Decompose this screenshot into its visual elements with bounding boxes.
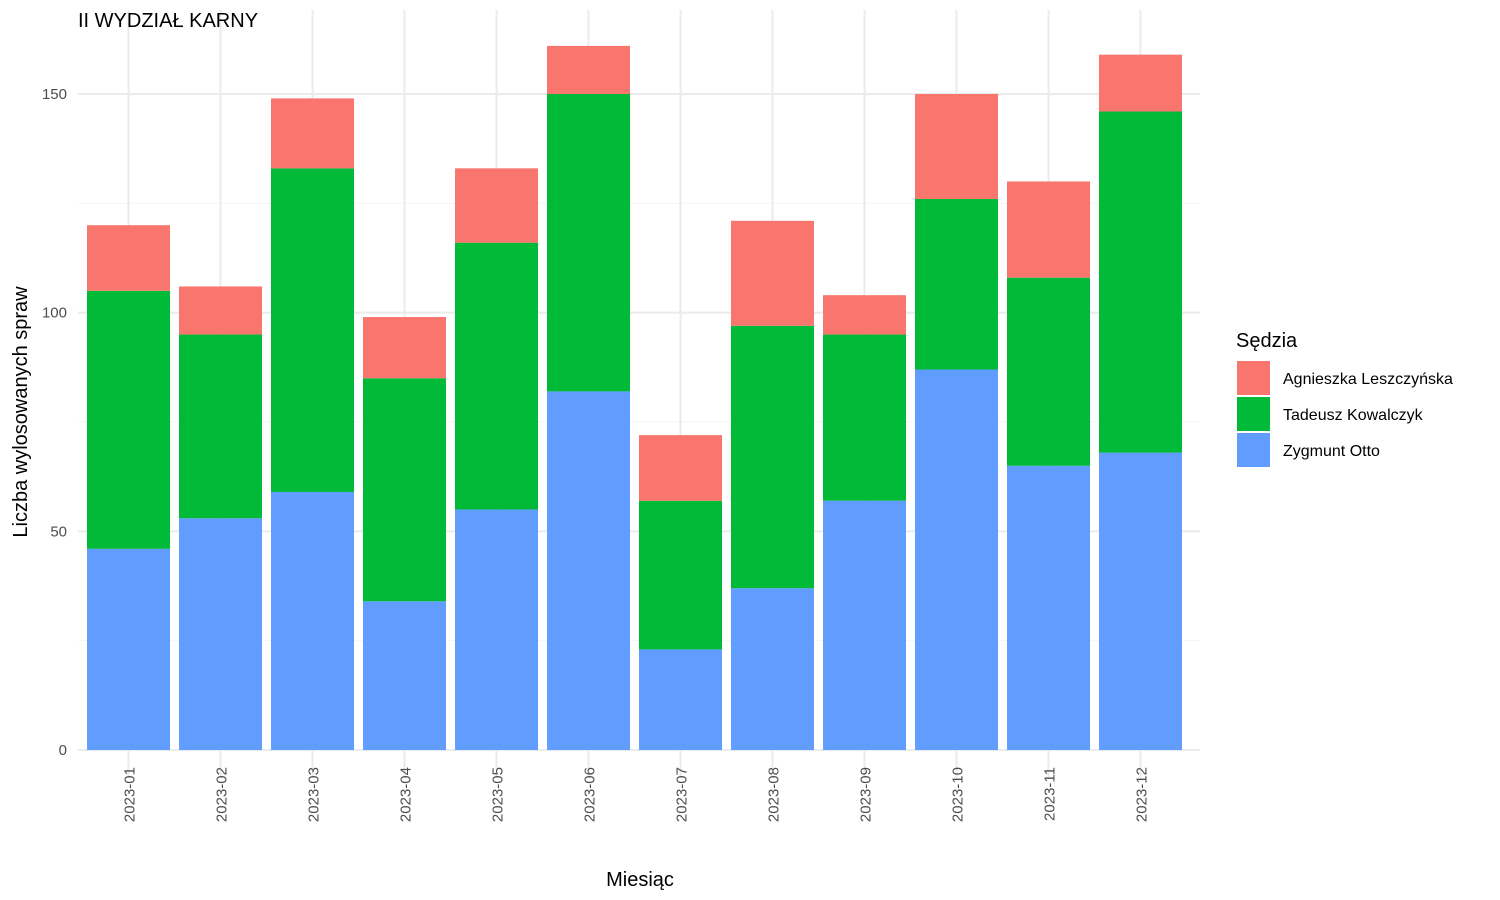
bar-segment-2023-02-agnieszka-leszczyńska xyxy=(179,286,262,335)
bar-segment-2023-01-tadeusz-kowalczyk xyxy=(87,290,170,549)
chart-title: II WYDZIAŁ KARNY xyxy=(78,10,258,32)
x-tick-label: 2023-11 xyxy=(1042,767,1059,821)
bar-segment-2023-10-zygmunt-otto xyxy=(915,369,998,750)
y-tick-label: 0 xyxy=(59,742,67,759)
bar-segment-2023-06-zygmunt-otto xyxy=(547,391,630,750)
bar-segment-2023-08-agnieszka-leszczyńska xyxy=(731,220,814,326)
legend-label: Agnieszka Leszczyńska xyxy=(1283,371,1453,388)
bar-segment-2023-05-zygmunt-otto xyxy=(455,509,538,750)
bar-segment-2023-03-tadeusz-kowalczyk xyxy=(271,168,354,492)
bar-segment-2023-12-agnieszka-leszczyńska xyxy=(1099,54,1182,112)
x-tick-label: 2023-10 xyxy=(950,767,967,822)
bar-segment-2023-01-zygmunt-otto xyxy=(87,548,170,750)
bar-segment-2023-12-zygmunt-otto xyxy=(1099,452,1182,750)
y-axis-ticks: 0 50 100 150 xyxy=(42,86,67,759)
bar-segment-2023-04-agnieszka-leszczyńska xyxy=(363,317,446,379)
bar-segment-2023-02-zygmunt-otto xyxy=(179,518,262,750)
x-tick-label: 2023-12 xyxy=(1134,767,1151,822)
bar-segment-2023-01-agnieszka-leszczyńska xyxy=(87,225,170,291)
legend-key xyxy=(1237,361,1270,395)
x-tick-label: 2023-04 xyxy=(398,767,415,822)
x-axis-ticks: 2023-01 2023-02 2023-03 2023-04 2023-05 2023-… xyxy=(122,767,1151,822)
x-tick-label: 2023-05 xyxy=(490,767,507,822)
bars xyxy=(87,45,1182,750)
bar-segment-2023-03-agnieszka-leszczyńska xyxy=(271,98,354,169)
bar-segment-2023-11-tadeusz-kowalczyk xyxy=(1007,277,1090,466)
bar-segment-2023-08-tadeusz-kowalczyk xyxy=(731,325,814,589)
bar-segment-2023-04-zygmunt-otto xyxy=(363,601,446,750)
bar-segment-2023-05-tadeusz-kowalczyk xyxy=(455,242,538,510)
bar-segment-2023-10-tadeusz-kowalczyk xyxy=(915,198,998,370)
legend: Sędzia Agnieszka Leszczyńska Tadeusz Kowa… xyxy=(1236,330,1453,467)
y-axis-title: Liczba wylosowanych spraw xyxy=(10,286,32,538)
x-tick-label: 2023-03 xyxy=(306,767,323,822)
bar-segment-2023-07-tadeusz-kowalczyk xyxy=(639,500,722,650)
bar-segment-2023-09-zygmunt-otto xyxy=(823,500,906,750)
bar-segment-2023-07-zygmunt-otto xyxy=(639,649,722,750)
x-tick-label: 2023-01 xyxy=(122,767,139,822)
bar-segment-2023-09-tadeusz-kowalczyk xyxy=(823,334,906,501)
bar-segment-2023-08-zygmunt-otto xyxy=(731,588,814,750)
legend-key xyxy=(1237,397,1270,431)
x-tick-label: 2023-02 xyxy=(214,767,231,822)
bar-segment-2023-10-agnieszka-leszczyńska xyxy=(915,94,998,199)
bar-segment-2023-09-agnieszka-leszczyńska xyxy=(823,295,906,335)
bar-segment-2023-07-agnieszka-leszczyńska xyxy=(639,435,722,501)
y-tick-label: 150 xyxy=(42,86,67,103)
bar-segment-2023-11-agnieszka-leszczyńska xyxy=(1007,181,1090,278)
bar-segment-2023-06-agnieszka-leszczyńska xyxy=(547,45,630,95)
bar-segment-2023-05-agnieszka-leszczyńska xyxy=(455,168,538,243)
y-tick-label: 100 xyxy=(42,305,67,322)
legend-label: Zygmunt Otto xyxy=(1283,443,1380,460)
bar-segment-2023-12-tadeusz-kowalczyk xyxy=(1099,111,1182,453)
y-tick-label: 50 xyxy=(50,523,67,540)
x-tick-label: 2023-08 xyxy=(766,767,783,822)
x-tick-label: 2023-07 xyxy=(674,767,691,822)
legend-title: Sędzia xyxy=(1236,330,1298,352)
bar-segment-2023-06-tadeusz-kowalczyk xyxy=(547,94,630,392)
x-axis-title: Miesiąc xyxy=(606,869,674,891)
bar-segment-2023-02-tadeusz-kowalczyk xyxy=(179,334,262,519)
bar-segment-2023-11-zygmunt-otto xyxy=(1007,465,1090,750)
x-tick-label: 2023-09 xyxy=(858,767,875,822)
legend-key xyxy=(1237,433,1270,467)
bar-segment-2023-04-tadeusz-kowalczyk xyxy=(363,378,446,602)
legend-label: Tadeusz Kowalczyk xyxy=(1283,407,1424,424)
x-tick-label: 2023-06 xyxy=(582,767,599,822)
bar-segment-2023-03-zygmunt-otto xyxy=(271,491,354,750)
